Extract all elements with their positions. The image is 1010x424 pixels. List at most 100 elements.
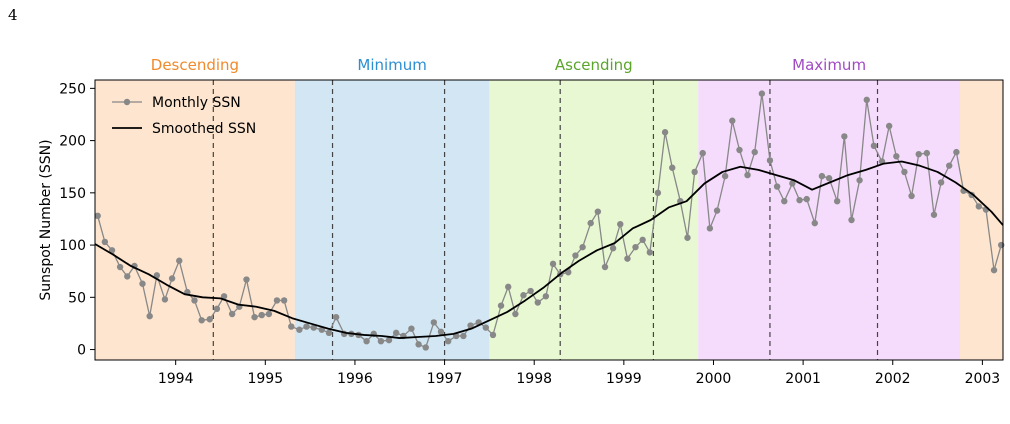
monthly-ssn-point: [893, 153, 900, 160]
x-tick-label: 2003: [965, 371, 1001, 387]
monthly-ssn-point: [116, 263, 124, 271]
monthly-ssn-point: [363, 337, 370, 345]
monthly-ssn-point: [265, 310, 273, 318]
monthly-ssn-point: [198, 317, 205, 324]
y-tick-label: 250: [59, 81, 86, 97]
x-tick-label: 2002: [875, 371, 911, 387]
monthly-ssn-point: [176, 257, 183, 264]
phase-divider-lines: [212, 80, 879, 360]
monthly-ssn-point: [206, 316, 213, 323]
monthly-ssn-point: [161, 296, 169, 303]
phase-label-maximum: Maximum: [792, 56, 866, 74]
y-tick-label: 200: [59, 134, 86, 150]
monthly-ssn-point: [430, 319, 438, 326]
monthly-ssn-point: [489, 331, 497, 339]
monthly-ssn-point: [818, 172, 826, 180]
monthly-ssn-point: [437, 328, 445, 335]
monthly-ssn-point: [296, 326, 303, 333]
monthly-ssn-point: [168, 275, 176, 282]
x-tick-label: 2000: [696, 371, 732, 387]
monthly-ssn-point: [744, 171, 751, 179]
x-tick-label: 1995: [247, 371, 283, 387]
monthly-ssn-point: [273, 297, 281, 304]
monthly-ssn-point: [841, 133, 848, 140]
monthly-ssn-point: [923, 149, 931, 157]
monthly-ssn-point: [901, 168, 908, 176]
monthly-ssn-point: [258, 311, 265, 319]
monthly-ssn-point: [579, 243, 586, 251]
legend-monthly-marker: [123, 98, 131, 106]
monthly-ssn-point: [654, 189, 662, 197]
legend[interactable]: Monthly SSN Smoothed SSN: [104, 88, 282, 144]
monthly-ssn-point: [669, 164, 676, 171]
monthly-ssn-point: [908, 192, 915, 200]
monthly-ssn-point: [646, 249, 654, 256]
monthly-ssn-point: [691, 168, 698, 176]
monthly-ssn-point: [213, 305, 221, 313]
monthly-ssn-point: [624, 255, 631, 262]
monthly-ssn-point: [781, 197, 788, 205]
phase-label-descending: Descending: [151, 56, 239, 74]
monthly-ssn-point: [565, 269, 572, 276]
monthly-ssn-point: [632, 243, 639, 251]
monthly-ssn-point: [108, 247, 116, 254]
monthly-ssn-point: [706, 225, 714, 232]
monthly-ssn-point: [139, 280, 146, 287]
monthly-ssn-point: [310, 324, 317, 331]
x-tick-label: 1996: [337, 371, 373, 387]
y-axis-title: Sunspot Number (SSN): [38, 139, 54, 300]
monthly-ssn-point: [639, 236, 646, 244]
x-tick-label: 1998: [516, 371, 552, 387]
monthly-ssn-point: [251, 313, 258, 321]
x-tick-label: 2001: [785, 371, 821, 387]
phase-band-2: [489, 80, 699, 360]
monthly-ssn-point: [713, 207, 721, 214]
phase-bands: [95, 80, 1003, 360]
monthly-ssn-point: [609, 245, 617, 252]
smoothed-ssn-series: [94, 160, 1004, 339]
monthly-ssn-point: [377, 337, 385, 345]
monthly-ssn-point: [280, 297, 288, 304]
monthly-ssn-point: [288, 323, 295, 330]
phase-band-3: [698, 80, 960, 360]
phase-band-4: [959, 80, 1003, 360]
monthly-ssn-point: [520, 292, 527, 299]
monthly-ssn-point: [990, 266, 998, 274]
monthly-ssn-point: [124, 273, 131, 280]
monthly-ssn-point: [460, 332, 467, 340]
monthly-ssn-point: [101, 238, 109, 246]
phase-label-minimum: Minimum: [357, 56, 427, 74]
monthly-ssn-point: [482, 324, 490, 331]
monthly-ssn-point: [833, 197, 841, 205]
monthly-ssn-point: [885, 122, 893, 130]
legend-smoothed-label: Smoothed SSN: [152, 121, 256, 137]
monthly-ssn-point: [796, 196, 803, 204]
monthly-ssn-point: [572, 252, 579, 259]
monthly-ssn-point: [789, 180, 796, 187]
monthly-ssn-point: [534, 299, 541, 306]
monthly-ssn-point: [937, 179, 945, 186]
monthly-ssn-point: [512, 310, 519, 318]
monthly-ssn-line: [97, 93, 1002, 349]
y-tick-label: 0: [77, 343, 86, 359]
monthly-ssn-point: [601, 263, 609, 271]
monthly-ssn-point: [661, 129, 669, 136]
phase-labels: Descending Minimum Ascending Maximum: [151, 56, 866, 74]
smoothed-ssn-line: [94, 160, 1004, 339]
monthly-ssn-point: [408, 325, 415, 332]
monthly-ssn-point: [332, 313, 340, 321]
monthly-ssn-point: [930, 211, 938, 218]
monthly-ssn-point: [766, 157, 774, 164]
y-tick-label: 150: [59, 186, 86, 202]
monthly-ssn-point: [303, 323, 310, 330]
x-tick-label: 1997: [427, 371, 463, 387]
monthly-ssn-point: [946, 162, 953, 169]
page-number: 4: [8, 6, 18, 24]
monthly-ssn-point: [505, 283, 512, 291]
monthly-ssn-point: [848, 216, 855, 224]
monthly-ssn-point: [856, 177, 863, 184]
monthly-ssn-point: [863, 96, 870, 104]
monthly-ssn-point: [146, 312, 153, 320]
monthly-ssn-point: [975, 203, 982, 210]
